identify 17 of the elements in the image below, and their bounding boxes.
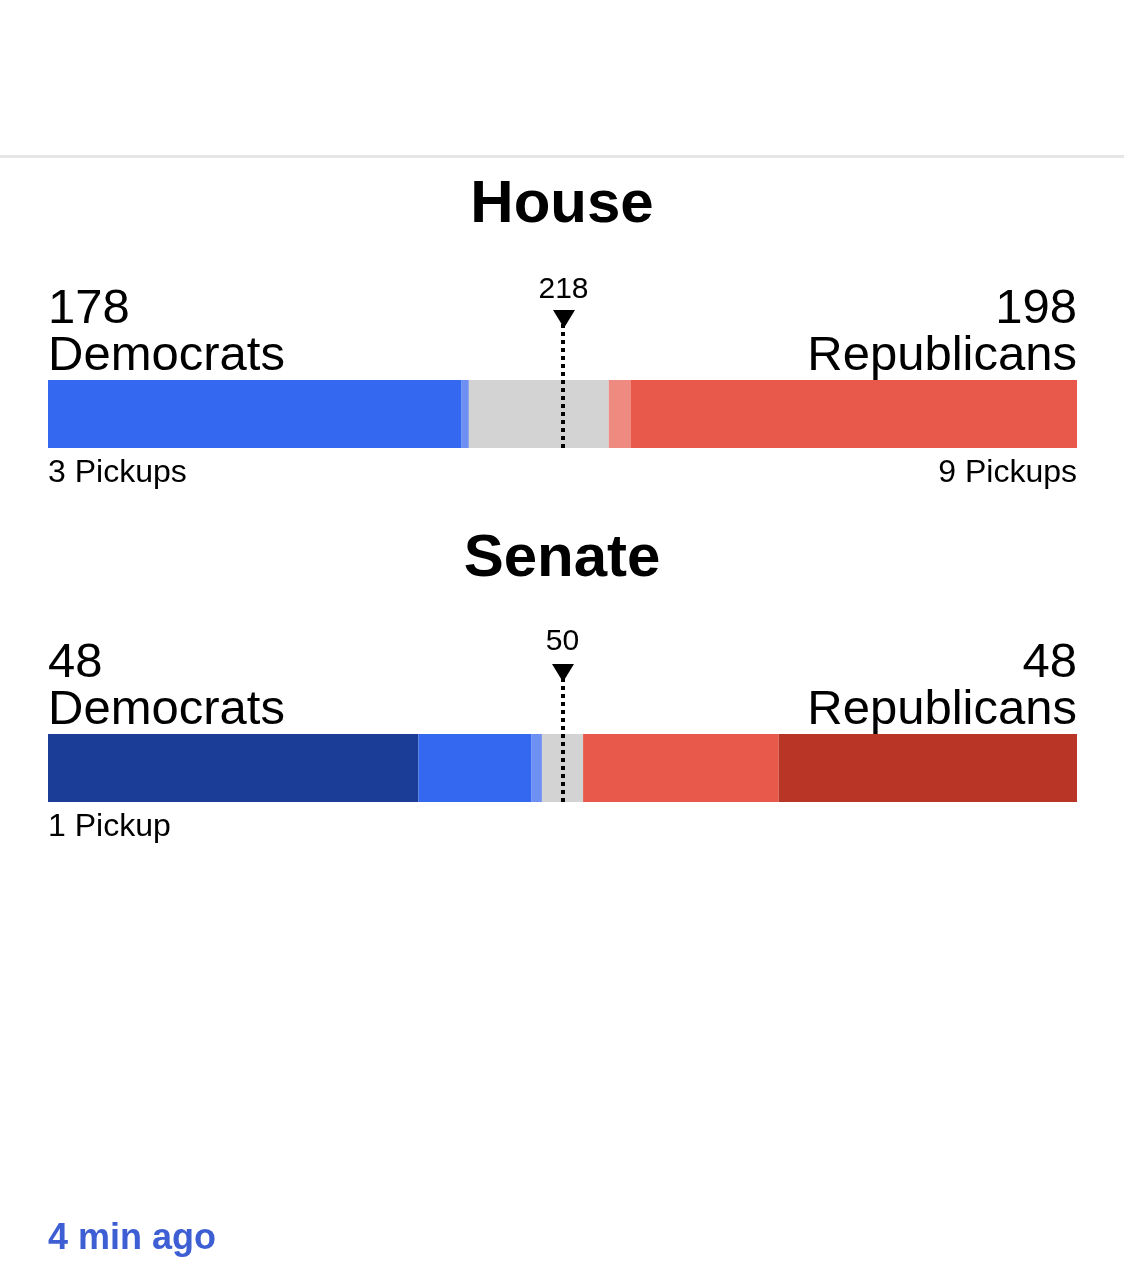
bar [48,734,419,802]
bar [48,380,462,448]
bar [583,734,779,802]
chart-title: Senate [463,521,661,589]
text: 218 [538,270,589,304]
bar [630,380,1077,448]
text: 9 Pickups [938,453,1077,489]
chart-title: House [470,167,654,235]
text: 3 Pickups [48,453,187,489]
text: 1 Pickup [48,807,171,843]
bar [608,380,631,448]
bar [461,380,469,448]
bar [531,734,542,802]
bar [778,734,1077,802]
ref-line-label: 50 [545,622,580,656]
text: 4 min ago [48,1216,217,1258]
bar [418,734,532,802]
